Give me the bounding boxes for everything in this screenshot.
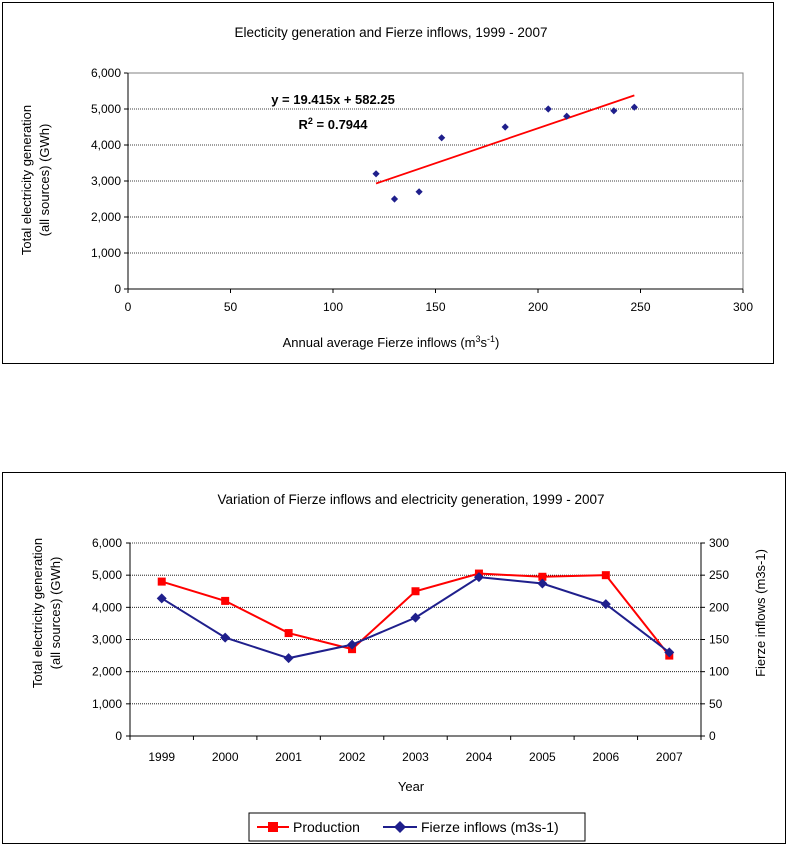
line-y-tick-label: 3,000 — [92, 633, 122, 647]
scatter-y-tick-label: 5,000 — [91, 102, 121, 116]
line-x-tick-label: 2001 — [275, 750, 302, 764]
series-production-marker — [284, 629, 293, 638]
line-y2-axis-label: Fierze inflows (m3s-1) — [753, 549, 768, 677]
line-x-tick-label: 2007 — [656, 750, 683, 764]
series-production-marker — [157, 577, 166, 586]
scatter-y-tick-label: 3,000 — [91, 174, 121, 188]
scatter-x-tick-label: 50 — [224, 300, 238, 314]
scatter-trendline — [375, 94, 635, 185]
series-inflows-marker — [283, 653, 294, 664]
series-inflows-marker — [410, 612, 421, 623]
scatter-point — [630, 103, 638, 111]
scatter-y-tick-label: 4,000 — [91, 138, 121, 152]
series-production-marker — [538, 572, 547, 581]
legend-inflows-marker — [394, 821, 406, 833]
trendline-r-squared: R2 = 0.7944 — [299, 116, 369, 132]
scatter-y-axis-label-line2: (all sources) (GWh) — [37, 124, 52, 237]
line-y2-tick-label: 100 — [709, 665, 729, 679]
line-y-tick-label: 4,000 — [92, 600, 122, 614]
scatter-y-tick-label: 2,000 — [91, 210, 121, 224]
line-x-tick-label: 2002 — [339, 750, 366, 764]
line-y-tick-label: 6,000 — [92, 536, 122, 550]
scatter-x-tick-label: 150 — [425, 300, 445, 314]
series-inflows-marker — [156, 593, 167, 604]
line-y-axis-label-line1: Total electricity generation — [30, 538, 45, 688]
scatter-x-tick-label: 300 — [733, 300, 753, 314]
scatter-x-tick-label: 200 — [528, 300, 548, 314]
line-y2-tick-label: 250 — [709, 568, 729, 582]
scatter-x-tick-label: 250 — [630, 300, 650, 314]
series-production-marker — [221, 596, 230, 605]
series-inflows-marker — [347, 639, 358, 650]
series-inflows-marker — [220, 632, 231, 643]
scatter-x-axis-label: Annual average Fierze inflows (m3s-1) — [283, 334, 500, 350]
scatter-chart-title: Electicity generation and Fierze inflows… — [235, 25, 548, 40]
line-x-tick-label: 2004 — [466, 750, 493, 764]
line-y-axis-label-line2: (all sources) (GWh) — [48, 557, 63, 670]
scatter-chart: Electicity generation and Fierze inflows… — [19, 25, 753, 350]
scatter-point — [438, 134, 446, 142]
line-chart: Variation of Fierze inflows and electric… — [30, 492, 768, 842]
line-y-tick-label: 5,000 — [92, 568, 122, 582]
line-x-axis-label: Year — [398, 779, 425, 794]
scatter-y-axis-label-line1: Total electricity generation — [19, 105, 34, 255]
series-production-marker — [601, 571, 610, 580]
scatter-y-tick-label: 0 — [114, 282, 121, 296]
scatter-point — [544, 105, 552, 113]
line-y2-tick-label: 0 — [709, 729, 716, 743]
line-x-tick-label: 2003 — [402, 750, 429, 764]
line-x-tick-label: 2000 — [212, 750, 239, 764]
scatter-point — [610, 107, 618, 115]
line-x-tick-label: 2005 — [529, 750, 556, 764]
series-inflows-marker — [537, 578, 548, 589]
line-x-tick-label: 1999 — [148, 750, 175, 764]
line-x-tick-label: 2006 — [592, 750, 619, 764]
series-inflows-marker — [664, 647, 675, 658]
legend-inflows-label: Fierze inflows (m3s-1) — [421, 819, 559, 835]
scatter-point — [501, 123, 509, 131]
scatter-chart-panel: Electicity generation and Fierze inflows… — [2, 2, 774, 364]
line-y-tick-label: 2,000 — [92, 665, 122, 679]
scatter-y-tick-label: 6,000 — [91, 66, 121, 80]
trendline-equation: y = 19.415x + 582.25 — [271, 92, 395, 107]
series-inflows-marker — [473, 572, 484, 583]
scatter-x-tick-label: 0 — [125, 300, 132, 314]
line-y2-tick-label: 50 — [709, 697, 723, 711]
line-y2-tick-label: 300 — [709, 536, 729, 550]
line-y2-tick-label: 200 — [709, 600, 729, 614]
legend-production-label: Production — [293, 819, 360, 835]
scatter-point — [372, 170, 380, 178]
line-chart-legend: Production Fierze inflows (m3s-1) — [248, 812, 586, 842]
line-chart-title: Variation of Fierze inflows and electric… — [218, 492, 605, 507]
line-y-tick-label: 0 — [115, 729, 122, 743]
line-chart-panel: Variation of Fierze inflows and electric… — [2, 472, 786, 844]
legend-production-marker — [268, 822, 278, 832]
series-production-marker — [411, 587, 420, 596]
scatter-point — [390, 195, 399, 203]
scatter-x-tick-label: 100 — [323, 300, 343, 314]
scatter-point — [563, 112, 571, 120]
scatter-point — [415, 188, 423, 196]
line-y2-tick-label: 150 — [709, 633, 729, 647]
line-y-tick-label: 1,000 — [92, 697, 122, 711]
series-inflows-marker — [600, 599, 611, 610]
scatter-y-tick-label: 1,000 — [91, 246, 121, 260]
